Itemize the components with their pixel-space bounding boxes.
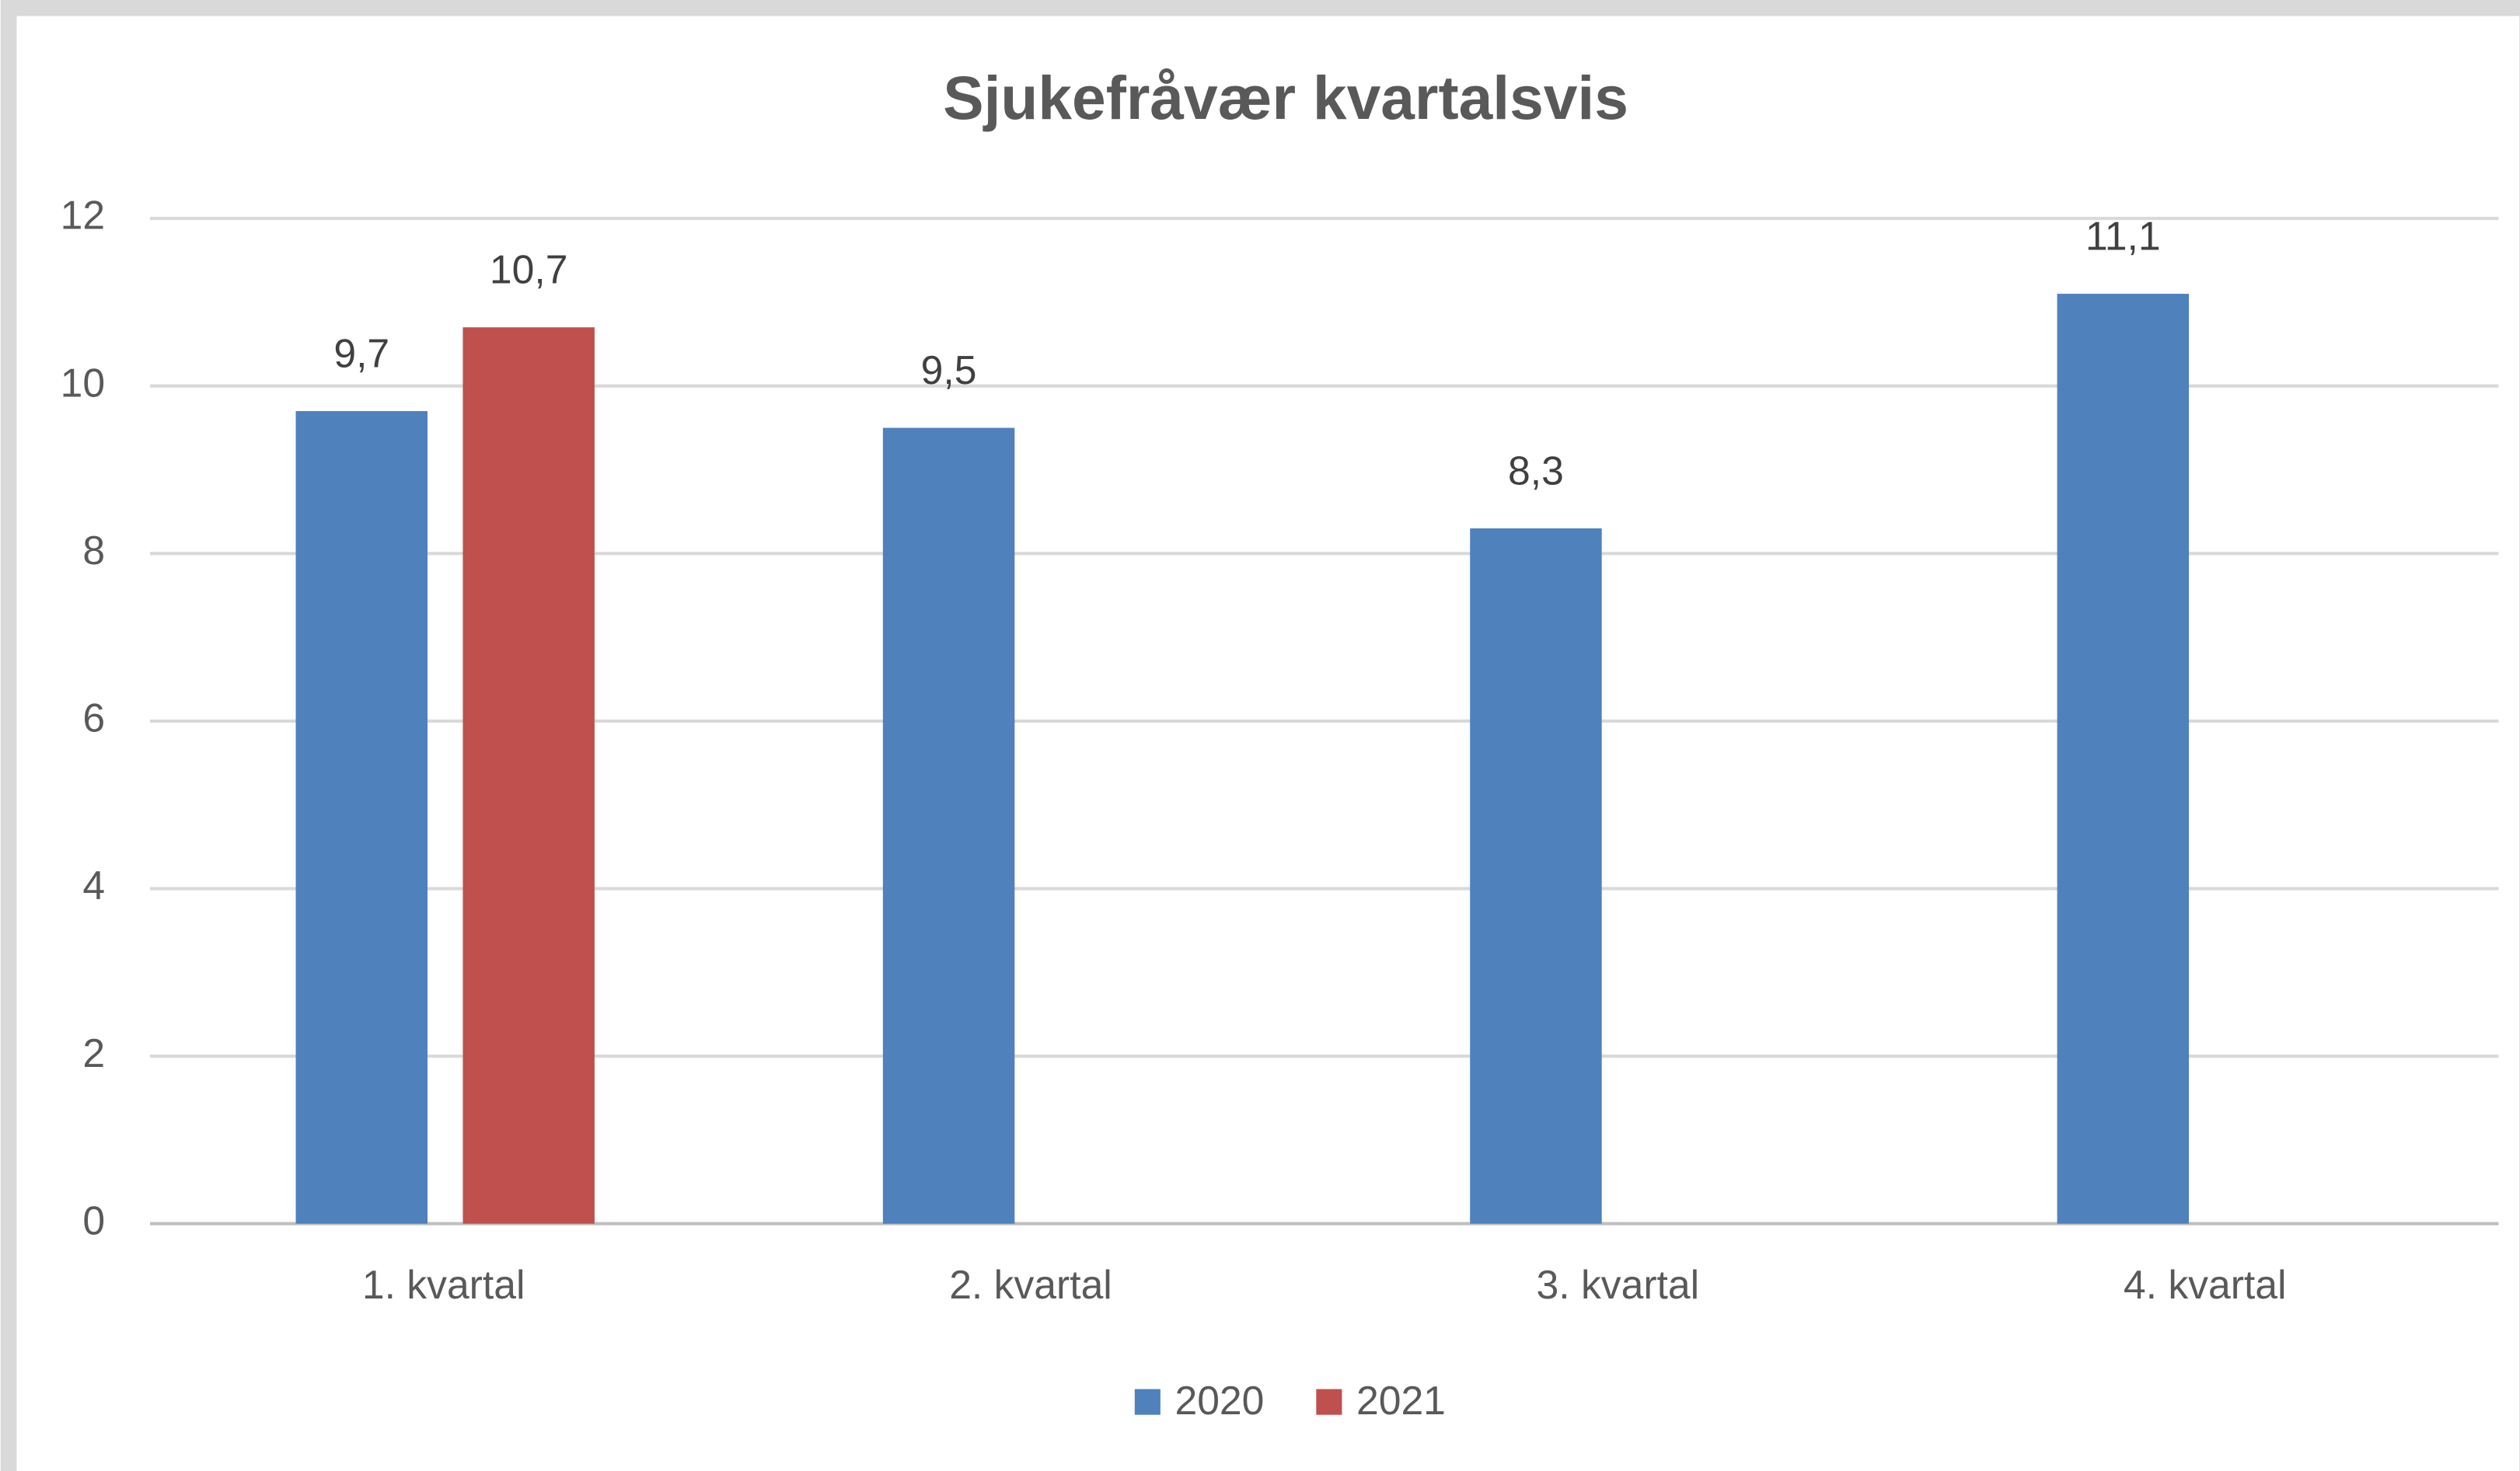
y-tick-label: 2: [82, 1030, 105, 1075]
x-tick-label: 1. kvartal: [362, 1262, 525, 1307]
x-tick-label: 2. kvartal: [949, 1262, 1112, 1307]
legend-label: 2020: [1174, 1378, 1264, 1423]
x-tick-label: 4. kvartal: [2124, 1262, 2287, 1307]
x-tick-label: 3. kvartal: [1537, 1262, 1700, 1307]
data-label: 11,1: [2085, 213, 2161, 258]
y-tick-label: 8: [82, 528, 105, 573]
bar: [1470, 528, 1602, 1224]
legend-swatch: [1134, 1389, 1161, 1415]
data-label: 8,3: [1508, 448, 1564, 493]
data-label: 10,7: [490, 247, 568, 292]
bar: [2057, 294, 2190, 1224]
data-label: 9,5: [921, 347, 977, 392]
legend-label: 2021: [1356, 1378, 1446, 1423]
chart-title: Sjukefråvær kvartalsvis: [943, 64, 1628, 132]
y-tick-label: 0: [82, 1197, 105, 1243]
y-tick-label: 12: [61, 193, 105, 238]
bar: [882, 427, 1015, 1224]
y-tick-label: 6: [82, 695, 105, 741]
bar: [462, 327, 595, 1224]
legend-swatch: [1316, 1389, 1342, 1415]
y-tick-label: 10: [61, 360, 105, 405]
y-tick-label: 4: [82, 863, 105, 908]
bar: [295, 411, 428, 1224]
data-label: 9,7: [333, 330, 389, 375]
